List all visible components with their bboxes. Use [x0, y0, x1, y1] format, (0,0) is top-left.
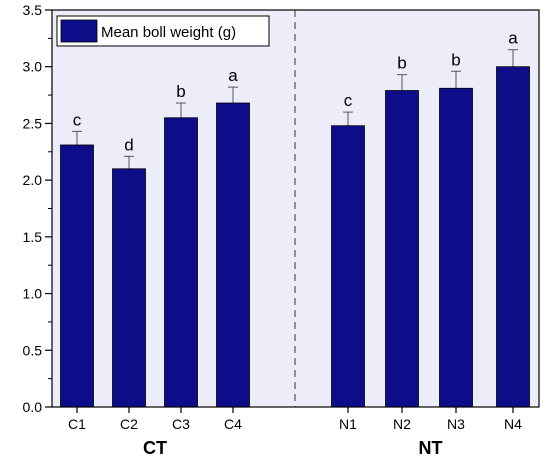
x-tick-label: C3 — [172, 416, 190, 432]
bar-n3 — [439, 87, 473, 408]
x-axis: C1 C2 C3 C4 N1 N2 N3 N4 — [68, 407, 522, 432]
significance-letter: c — [344, 91, 353, 110]
bar-n1 — [331, 125, 365, 408]
significance-letter: c — [73, 110, 82, 129]
group-label-nt: NT — [419, 438, 443, 458]
group-label-ct: CT — [143, 438, 167, 458]
group-labels: CT NT — [143, 438, 443, 458]
y-tick-label: 1.5 — [23, 229, 43, 245]
x-tick-label: C4 — [224, 416, 242, 432]
y-tick-label: 3.5 — [23, 2, 43, 18]
significance-letter: d — [124, 135, 133, 154]
bar-c2 — [112, 168, 146, 408]
plot-frame — [51, 9, 540, 408]
x-tick-label: N4 — [504, 416, 522, 432]
y-tick-label: 1.0 — [23, 286, 43, 302]
y-tick-label: 3.0 — [23, 59, 43, 75]
bar-c3 — [164, 117, 198, 408]
legend-swatch — [60, 19, 98, 43]
significance-letter: a — [228, 66, 238, 85]
significance-letter: b — [451, 50, 460, 69]
y-axis: 0.0 0.5 1.0 1.5 2.0 2.5 3.0 3.5 — [23, 2, 52, 415]
significance-letter: b — [397, 54, 406, 73]
legend: Mean boll weight (g) — [56, 15, 270, 47]
y-tick-label: 2.0 — [23, 172, 43, 188]
bar-c4 — [216, 102, 250, 408]
significance-letter: a — [508, 29, 518, 48]
x-tick-label: N1 — [339, 416, 357, 432]
bars-layer: c d b a c b b a — [60, 29, 530, 408]
x-tick-label: C2 — [120, 416, 138, 432]
x-tick-label: N3 — [447, 416, 465, 432]
legend-label: Mean boll weight (g) — [101, 24, 236, 41]
x-tick-label: C1 — [68, 416, 86, 432]
bar-n4 — [496, 66, 530, 408]
y-tick-label: 0.5 — [23, 342, 43, 358]
y-tick-label: 0.0 — [23, 399, 43, 415]
bar-c1 — [60, 144, 94, 408]
x-tick-label: N2 — [393, 416, 411, 432]
significance-letter: b — [176, 82, 185, 101]
y-tick-label: 2.5 — [23, 115, 43, 131]
bar-n2 — [385, 90, 419, 408]
